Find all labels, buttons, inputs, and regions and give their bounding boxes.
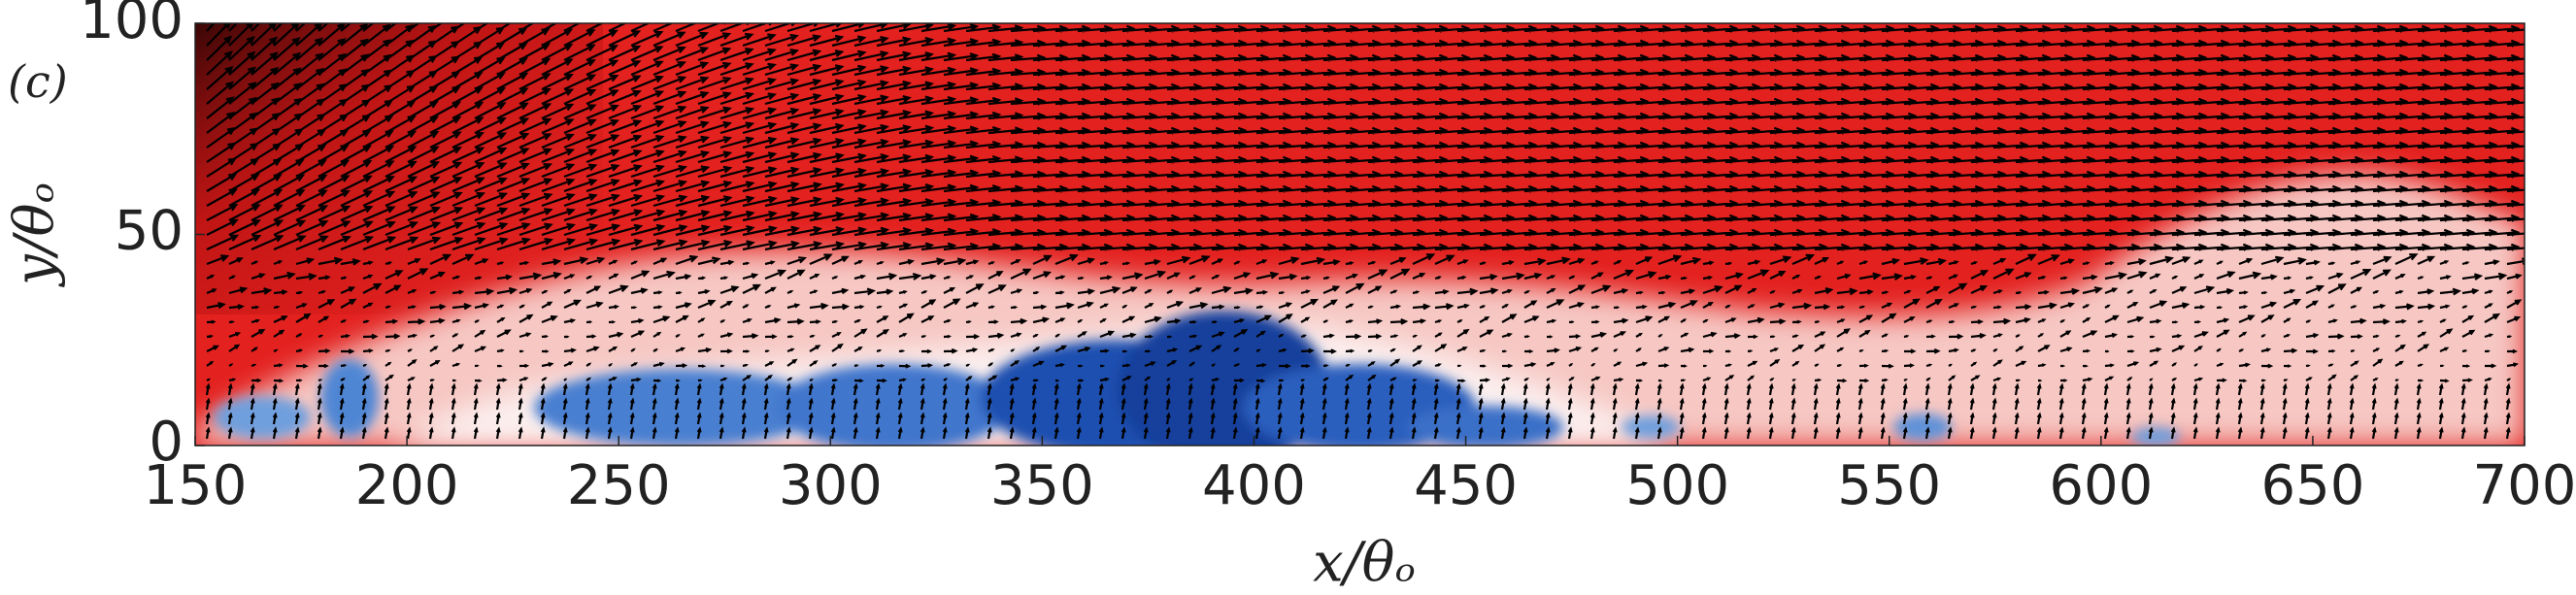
panel-label: (c) xyxy=(8,55,68,108)
x-tick-label: 450 xyxy=(1414,454,1518,517)
x-tick-label: 300 xyxy=(779,454,883,517)
y-tick-label: 0 xyxy=(149,411,184,474)
y-tick-label: 100 xyxy=(80,0,184,51)
x-tick-label: 500 xyxy=(1625,454,1729,517)
y-tick-label: 50 xyxy=(115,200,184,263)
x-tick-label: 400 xyxy=(1202,454,1306,517)
x-tick-label: 700 xyxy=(2473,454,2576,517)
x-tick-label: 600 xyxy=(2049,454,2153,517)
contour-field xyxy=(195,23,2525,446)
vector-field xyxy=(205,23,2525,440)
x-tick-label: 650 xyxy=(2260,454,2364,517)
x-tick-label: 200 xyxy=(355,454,459,517)
x-tick-label: 250 xyxy=(567,454,671,517)
y-axis-label: y/θₒ xyxy=(4,182,67,288)
x-axis-label: x/θₒ xyxy=(1313,532,1416,595)
x-tick-label: 350 xyxy=(990,454,1094,517)
x-tick-label: 150 xyxy=(144,454,248,517)
x-tick-label: 550 xyxy=(1837,454,1941,517)
